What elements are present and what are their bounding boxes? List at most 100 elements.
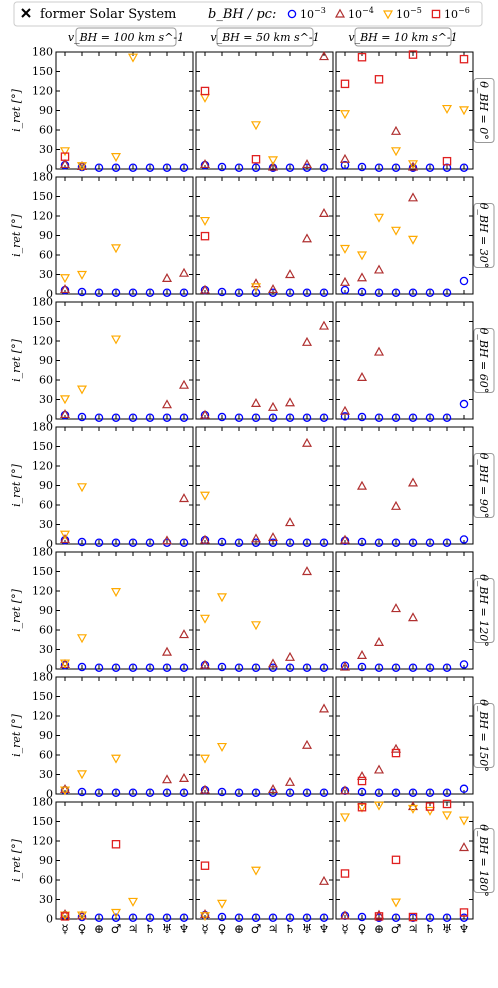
point-s1 [319,913,329,922]
point-s2 [284,269,296,279]
x-category-label: ⊕ [374,922,384,936]
y-tick-label: 120 [32,585,53,598]
panel-r2-c0: 0 30 60 90 120 150 180 [32,296,194,426]
x-category-label: ♄ [425,922,436,936]
row-label-box [473,78,495,143]
x-category-label: ♆ [319,922,330,936]
y-tick-label: 120 [32,835,53,848]
point-s3 [441,811,453,821]
point-s2 [199,409,211,419]
legend-marker-2 [382,10,394,20]
point-s1 [319,288,329,297]
y-axis-label-3: i_ret [°] [10,463,23,506]
column-header-box-1 [216,27,314,47]
panel-r4-c1 [195,551,334,672]
row-label-box [473,703,495,768]
x-category-label: ⊕ [94,922,104,936]
panel-r0-c2 [335,50,474,172]
panel-frame [335,426,474,545]
row-label-2: θ_BH = 60° [473,328,495,393]
point-s1 [234,288,244,297]
point-s1 [94,663,104,672]
point-s1 [60,535,70,545]
point-s2 [339,405,351,415]
point-s1 [302,788,312,797]
point-s1 [459,276,469,286]
point-s1 [268,413,278,422]
point-s4 [459,54,469,64]
point-s4 [60,912,70,921]
y-tick-label: 60 [39,624,53,637]
column-header-box-2 [354,27,452,47]
point-s2 [161,535,173,545]
point-s1 [128,163,138,172]
point-s4 [200,861,210,870]
point-s1 [179,538,189,547]
point-s3 [250,121,262,131]
point-s1 [357,787,367,797]
panel-frame [195,176,334,295]
point-s2 [339,661,351,671]
point-s2 [356,771,368,781]
y-tick-label: 90 [39,354,53,367]
x-category-label: ♆ [179,922,190,936]
point-s2 [318,875,330,885]
point-s1 [77,412,87,422]
point-s1 [285,413,295,422]
point-s1 [268,913,278,922]
point-s1 [459,535,469,544]
point-s3 [216,899,228,909]
point-s2 [339,276,351,286]
point-s2 [284,651,296,661]
y-tick-label: 0 [46,288,53,301]
point-s1 [285,288,295,297]
y-axis-label-0: i_ret [°] [10,88,23,131]
x-category-label: ☿ [341,922,348,936]
y-tick-label: 180 [32,546,53,559]
point-s1 [77,662,87,672]
point-s1 [111,288,121,297]
panel-frame [335,801,474,920]
point-s1 [374,163,384,172]
point-s1 [162,788,172,797]
point-s2 [390,500,402,510]
row-label-text: θ_BH = 120° [477,574,490,647]
point-s1 [268,538,278,547]
row-labels: θ_BH = 0° θ_BH = 30° θ_BH = 60° θ_BH = 90° θ… [473,78,495,897]
y-tick-label: 30 [39,143,53,156]
point-s1 [179,163,189,172]
point-s1 [391,288,401,297]
y-tick-label: 30 [39,268,53,281]
point-s1 [234,913,244,922]
point-s3 [458,816,470,826]
point-s1 [319,663,329,672]
panel-r5-c1 [195,676,334,797]
point-s4 [357,776,367,786]
point-s3 [199,912,211,922]
panel-frame [195,676,334,795]
point-s1 [391,913,401,922]
x-category-labels: ☿ ♀ ⊕ ♂ ♃ ♄ ♅ ♆ ☿ ♀ ⊕ ♂ ♃ ♄ ♅ ♆ ☿ ♀ ⊕ ♂ ♃ ♄ ♅ ♆ [61,922,469,936]
panel-r2-c1 [195,301,334,422]
column-header-1: v_BH = 50 km s^-1 [210,31,319,44]
y-tick-label: 180 [32,296,53,309]
point-s1 [251,788,261,797]
point-s1 [268,663,278,672]
point-s2 [267,658,279,668]
point-s1 [340,160,350,170]
point-s1 [442,538,452,547]
point-s1 [459,163,469,172]
point-s3 [390,147,402,157]
point-s2 [199,909,211,919]
point-s2 [59,534,71,544]
panel-r1-c2 [335,176,474,297]
point-s1 [251,288,261,297]
y-tick-label: 60 [39,374,53,387]
point-s4 [408,912,418,922]
point-s2 [59,909,71,919]
column-header-box-0 [75,27,177,47]
point-s2 [161,774,173,784]
y-tick-label: 60 [39,749,53,762]
row-label-text: θ_BH = 150° [477,699,490,772]
